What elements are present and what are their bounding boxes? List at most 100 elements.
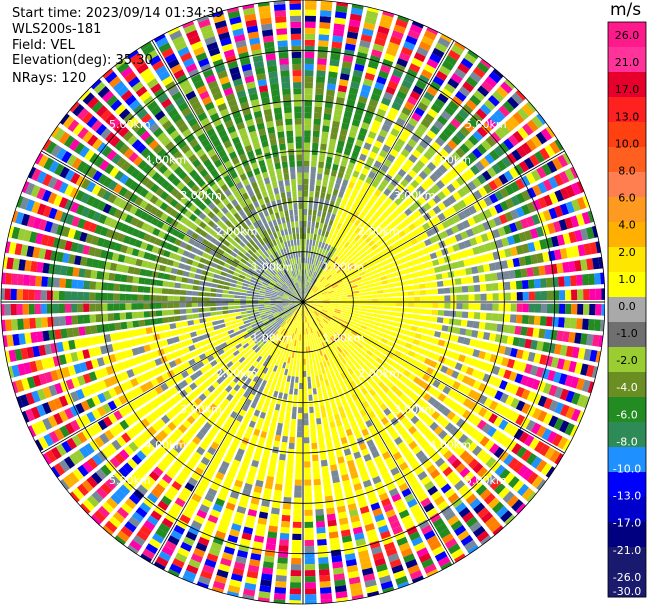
velocity-gate (240, 349, 247, 356)
velocity-gate (305, 302, 312, 305)
velocity-gate (499, 406, 510, 417)
velocity-gate (355, 538, 367, 547)
velocity-gate (486, 293, 493, 301)
velocity-gate (309, 339, 313, 347)
velocity-gate (38, 344, 47, 356)
velocity-gate (316, 305, 323, 309)
velocity-gate (245, 477, 255, 485)
velocity-gate (312, 388, 317, 395)
velocity-gate (498, 345, 507, 355)
velocity-gate (362, 333, 370, 340)
velocity-gate (299, 328, 302, 335)
velocity-gate (354, 234, 361, 242)
velocity-gate (377, 331, 385, 337)
velocity-gate (273, 330, 279, 337)
velocity-gate (504, 514, 516, 526)
velocity-gate (576, 318, 583, 330)
velocity-gate (129, 338, 137, 347)
velocity-gate (451, 95, 463, 107)
velocity-gate (392, 525, 404, 535)
velocity-gate (253, 428, 261, 437)
velocity-gate (447, 515, 460, 526)
velocity-gate (320, 277, 326, 284)
velocity-gate (343, 390, 351, 398)
velocity-gate (32, 246, 41, 259)
velocity-gate (341, 295, 348, 298)
velocity-gate (276, 303, 283, 305)
velocity-gate (314, 106, 323, 114)
velocity-gate (503, 224, 512, 235)
velocity-gate (550, 235, 560, 247)
velocity-gate (270, 302, 277, 304)
velocity-gate (502, 491, 515, 504)
velocity-gate (216, 288, 223, 293)
velocity-gate (75, 402, 85, 415)
velocity-gate (254, 284, 262, 288)
velocity-gate (360, 324, 368, 330)
velocity-gate (58, 238, 67, 250)
velocity-gate (434, 362, 443, 371)
velocity-gate (319, 276, 325, 283)
velocity-gate (365, 298, 372, 302)
velocity-gate (443, 310, 451, 317)
velocity-gate (303, 154, 310, 161)
velocity-gate (366, 104, 377, 114)
velocity-gate (22, 303, 29, 315)
velocity-gate (339, 326, 346, 332)
velocity-gate (418, 519, 430, 530)
velocity-gate (480, 80, 494, 93)
velocity-gate (368, 496, 379, 505)
velocity-gate (249, 358, 256, 365)
velocity-gate (505, 198, 515, 209)
velocity-gate (58, 181, 69, 194)
velocity-gate (349, 440, 358, 448)
velocity-gate (564, 168, 575, 182)
velocity-gate (316, 381, 321, 388)
velocity-gate (231, 261, 238, 268)
velocity-gate (349, 265, 356, 271)
velocity-gate (411, 536, 424, 547)
velocity-gate (333, 324, 340, 330)
velocity-gate (331, 555, 343, 563)
velocity-gate (426, 296, 433, 302)
velocity-gate (158, 522, 171, 534)
velocity-gate (211, 283, 218, 288)
velocity-gate (347, 367, 354, 375)
velocity-gate (207, 487, 218, 497)
velocity-gate (441, 220, 451, 229)
velocity-gate (76, 350, 85, 361)
velocity-gate (240, 292, 247, 296)
velocity-gate (575, 213, 585, 226)
velocity-gate (35, 317, 43, 329)
velocity-gate (351, 75, 362, 84)
velocity-gate (270, 513, 280, 521)
velocity-gate (407, 246, 416, 254)
velocity-gate (434, 551, 448, 562)
velocity-gate (319, 10, 332, 17)
velocity-gate (402, 347, 410, 355)
velocity-gate (131, 311, 139, 319)
velocity-gate (341, 304, 348, 307)
velocity-gate (569, 275, 577, 287)
velocity-gate (363, 517, 374, 526)
velocity-gate (196, 509, 208, 519)
velocity-gate (290, 357, 294, 365)
velocity-gate (441, 407, 451, 417)
velocity-gate (311, 245, 315, 253)
velocity-gate (188, 498, 199, 509)
velocity-gate (163, 250, 171, 258)
velocity-gate (514, 325, 522, 335)
velocity-gate (287, 331, 292, 339)
velocity-gate (423, 91, 435, 102)
velocity-gate (502, 270, 510, 280)
velocity-gate (432, 194, 442, 204)
velocity-gate (335, 450, 344, 458)
velocity-gate (261, 573, 273, 581)
velocity-gate (340, 358, 347, 365)
velocity-gate (76, 431, 88, 444)
velocity-gate (347, 273, 354, 279)
velocity-gate (165, 353, 174, 362)
velocity-gate (354, 398, 361, 407)
velocity-gate (29, 275, 37, 287)
velocity-gate (373, 219, 382, 228)
